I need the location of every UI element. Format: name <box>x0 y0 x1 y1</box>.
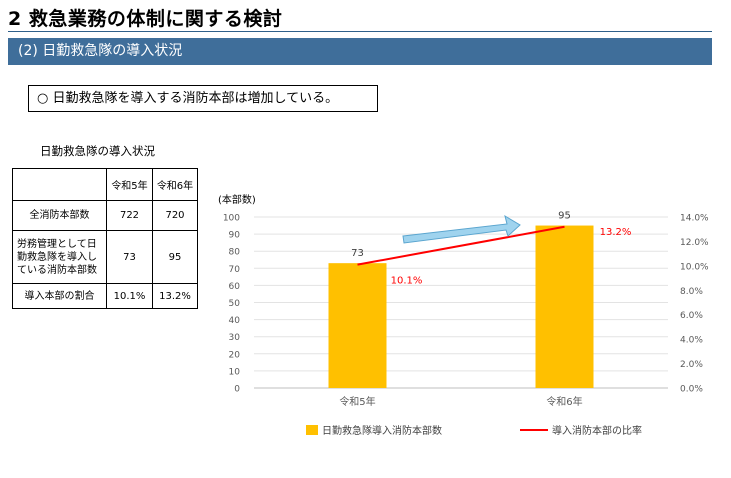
y2-tick-label: 14.0% <box>680 214 709 224</box>
chart-bars <box>328 225 594 388</box>
table-header-cell: 令和6年 <box>152 168 198 201</box>
table-row: 労務管理として日勤救急隊を導入している消防本部数 73 95 <box>12 230 198 284</box>
y2-tick-label: 6.0% <box>680 311 703 321</box>
section-heading: (2) 日勤救急隊の導入状況 <box>8 38 712 65</box>
y2-tick-label: 2.0% <box>680 360 703 370</box>
y-tick-label: 20 <box>229 350 241 360</box>
table-caption: 日勤救急隊の導入状況 <box>40 144 155 158</box>
bar <box>535 225 594 388</box>
y-tick-label: 50 <box>229 299 241 309</box>
y2-tick-label: 4.0% <box>680 336 703 346</box>
y-tick-label: 100 <box>223 214 240 224</box>
chart-labels: 0 10 20 30 40 50 60 70 80 90 100 0.0% 2.0% 4.0% 6.0% 8.… <box>223 211 709 408</box>
table-row: 導入本部の割合 10.1% 13.2% <box>12 283 198 309</box>
introduction-status-table: 令和5年 令和6年 全消防本部数 722 720 労務管理として日勤救急隊を導入… <box>12 168 198 309</box>
table-cell: 720 <box>152 200 198 231</box>
table-cell: 10.1% <box>106 283 153 309</box>
y-tick-label: 30 <box>229 333 241 343</box>
ratio-line <box>357 225 565 266</box>
y2-tick-label: 0.0% <box>680 385 703 395</box>
increase-arrow <box>402 214 521 244</box>
line-value-label: 10.1% <box>391 276 423 287</box>
x-tick-label: 令和6年 <box>546 395 582 408</box>
y-axis-title: (本部数) <box>218 193 256 206</box>
table-cell: 95 <box>152 230 198 284</box>
legend-bar-swatch <box>306 425 318 435</box>
bar-value-label: 73 <box>351 248 364 259</box>
bar <box>328 263 387 388</box>
table-header-row: 令和5年 令和6年 <box>12 168 198 201</box>
x-tick-label: 令和5年 <box>339 395 375 408</box>
title-underline <box>8 31 712 32</box>
legend-line-label: 導入消防本部の比率 <box>552 424 642 437</box>
table-cell: 13.2% <box>152 283 198 309</box>
line-value-label: 13.2% <box>600 227 632 238</box>
table-header-cell <box>12 168 107 201</box>
y2-tick-label: 8.0% <box>680 287 703 297</box>
bar-value-label: 95 <box>558 211 571 222</box>
chart-legend: 日勤救急隊導入消防本部数 導入消防本部の比率 <box>306 424 642 437</box>
y-tick-label: 0 <box>234 385 240 395</box>
y-tick-label: 40 <box>229 316 241 326</box>
y-tick-label: 70 <box>229 265 241 275</box>
summary-note: ○ 日勤救急隊を導入する消防本部は増加している。 <box>28 85 378 112</box>
legend-bar-label: 日勤救急隊導入消防本部数 <box>322 424 442 437</box>
y-tick-label: 80 <box>229 248 241 258</box>
page-title: 2 救急業務の体制に関する検討 <box>8 8 283 30</box>
y2-tick-label: 12.0% <box>680 238 709 248</box>
table-row-label: 全消防本部数 <box>12 200 107 231</box>
chart-lines <box>357 214 565 266</box>
y-tick-label: 90 <box>229 231 241 241</box>
y-tick-label: 10 <box>229 367 241 377</box>
y-tick-label: 60 <box>229 282 241 292</box>
table-row-label: 導入本部の割合 <box>12 283 107 309</box>
chart-gridlines <box>254 216 668 389</box>
table-row-label: 労務管理として日勤救急隊を導入している消防本部数 <box>12 230 107 284</box>
y2-tick-label: 10.0% <box>680 262 709 272</box>
